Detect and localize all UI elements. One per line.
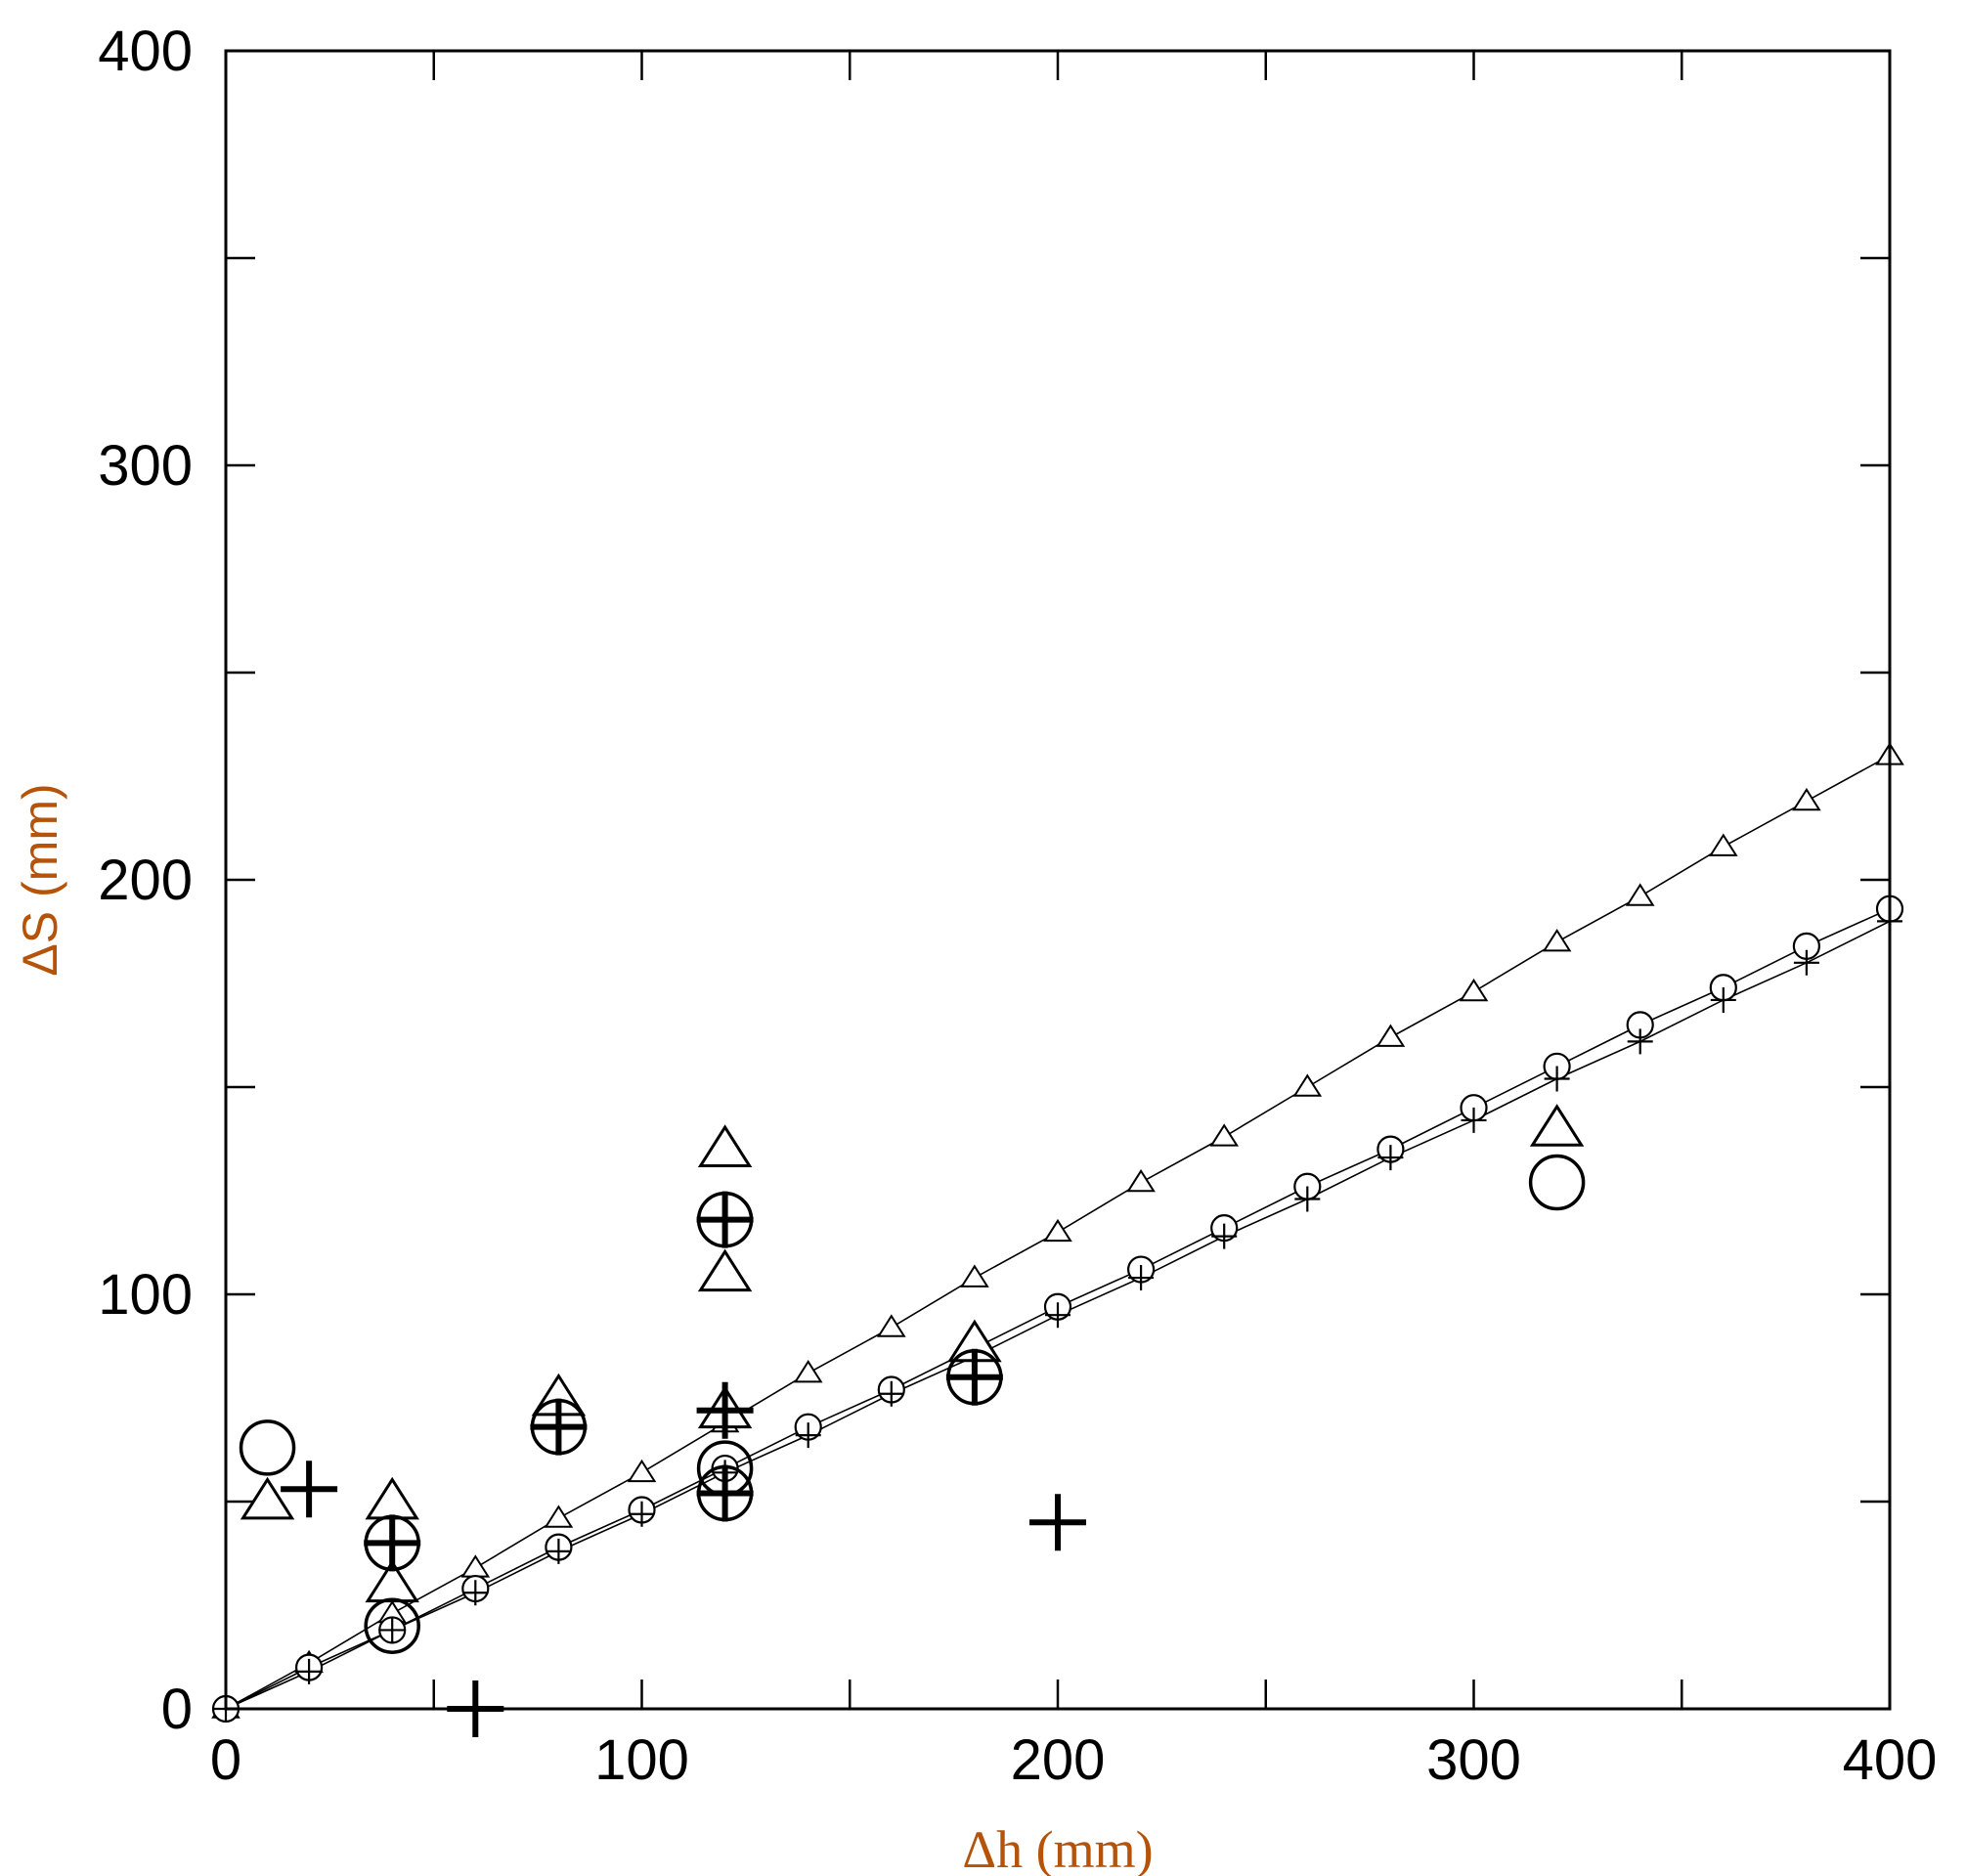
y-tick-label: 0 bbox=[161, 1678, 193, 1741]
y-axis-title: ΔS (mm) bbox=[13, 783, 67, 976]
triangle-marker bbox=[876, 1314, 906, 1337]
plus-marker bbox=[530, 1398, 588, 1456]
plus-marker bbox=[1045, 1302, 1070, 1329]
triangle-marker bbox=[960, 1264, 989, 1287]
plus-marker bbox=[281, 1461, 338, 1518]
triangle-marker bbox=[627, 1459, 657, 1483]
plus-marker bbox=[546, 1538, 572, 1564]
x-tick-label: 200 bbox=[1011, 1728, 1106, 1792]
triangle-marker bbox=[544, 1505, 574, 1528]
triangle-marker bbox=[1625, 883, 1655, 906]
y-tick-label: 400 bbox=[98, 20, 193, 83]
triangle-marker bbox=[1376, 1024, 1406, 1047]
triangle-marker bbox=[1043, 1218, 1072, 1243]
plot-frame bbox=[224, 49, 1892, 1711]
x-tick-label: 100 bbox=[594, 1728, 689, 1792]
plus-marker bbox=[1029, 1494, 1086, 1551]
triangle-marker bbox=[460, 1554, 491, 1578]
triangle-marker bbox=[1792, 787, 1821, 811]
plus-marker bbox=[1544, 1066, 1570, 1092]
circle-marker bbox=[239, 1419, 296, 1476]
triangle-marker bbox=[1459, 978, 1489, 1002]
plus-marker bbox=[364, 1514, 421, 1572]
plus-marker bbox=[696, 1381, 754, 1439]
triangle-marker bbox=[1292, 1073, 1323, 1097]
x-axis-title: Δh (mm) bbox=[962, 1820, 1153, 1876]
y-tick-label: 200 bbox=[98, 849, 193, 912]
plus-marker bbox=[795, 1422, 821, 1449]
triangle-marker bbox=[240, 1476, 295, 1520]
plus-marker bbox=[696, 1191, 754, 1248]
y-tick-label: 300 bbox=[98, 434, 193, 498]
x-tick-label: 0 bbox=[210, 1728, 241, 1792]
circle-marker bbox=[364, 1597, 420, 1654]
plus-marker bbox=[1128, 1265, 1155, 1291]
plus-marker bbox=[462, 1580, 489, 1606]
plus-marker bbox=[1211, 1223, 1238, 1249]
plus-marker bbox=[379, 1617, 406, 1643]
triangle-marker bbox=[1126, 1168, 1156, 1193]
triangle-marker bbox=[697, 1124, 753, 1167]
plus-marker bbox=[945, 1348, 1003, 1406]
plus-marker bbox=[878, 1380, 904, 1407]
plus-marker bbox=[629, 1501, 655, 1527]
plus-marker bbox=[1377, 1145, 1404, 1171]
plus-marker bbox=[1710, 986, 1736, 1013]
x-tick-label: 400 bbox=[1843, 1728, 1938, 1792]
circle-marker bbox=[1528, 1154, 1586, 1211]
plus-marker bbox=[1294, 1186, 1321, 1212]
triangle-marker bbox=[1542, 929, 1572, 952]
y-tick-label: 100 bbox=[98, 1263, 193, 1327]
x-tick-label: 300 bbox=[1426, 1728, 1521, 1792]
triangle-marker bbox=[1708, 833, 1738, 856]
plus-marker bbox=[1461, 1107, 1487, 1133]
triangle-marker bbox=[1529, 1104, 1585, 1147]
triangle-marker bbox=[365, 1476, 419, 1520]
plus-marker bbox=[696, 1464, 754, 1522]
triangle-marker bbox=[793, 1359, 823, 1383]
plus-marker bbox=[1627, 1028, 1653, 1055]
triangle-marker bbox=[697, 1248, 753, 1292]
plus-marker bbox=[1793, 949, 1819, 976]
triangle-marker bbox=[1209, 1123, 1240, 1147]
plus-marker bbox=[296, 1658, 323, 1684]
